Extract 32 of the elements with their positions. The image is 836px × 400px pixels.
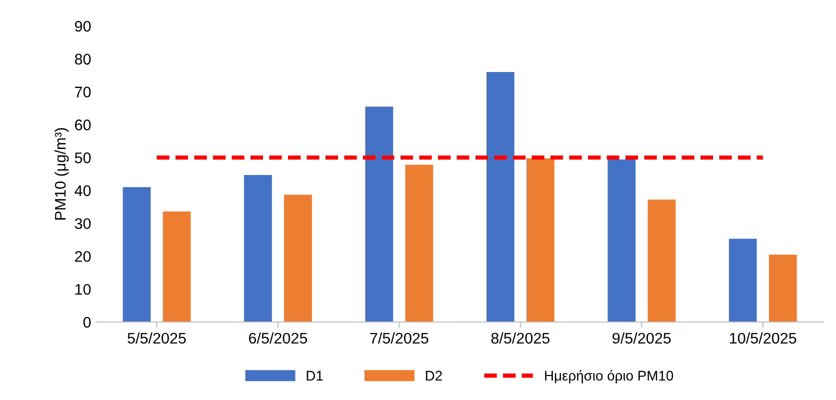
legend-label: D1	[306, 370, 323, 380]
y-tick-label: 40	[74, 185, 91, 196]
bar	[122, 187, 151, 322]
y-tick-label: 20	[75, 251, 91, 262]
x-tick-label: 8/5/2025	[491, 332, 550, 344]
bar	[365, 106, 394, 322]
bar	[648, 200, 676, 322]
x-tick-label: 5/5/2025	[128, 332, 186, 344]
y-tick-label: 80	[74, 54, 91, 65]
bar	[768, 254, 797, 322]
y-tick-label: 50	[74, 152, 91, 164]
y-axis-title: PM10 (μg/m³)	[54, 128, 69, 220]
legend-label: D2	[426, 370, 442, 380]
bar	[526, 158, 554, 322]
bar	[608, 160, 636, 322]
x-tick-label: 10/5/2025	[730, 332, 796, 344]
bar	[728, 238, 757, 322]
bar	[162, 211, 191, 322]
y-tick-label: 30	[74, 218, 91, 230]
bar	[284, 194, 312, 322]
y-tick-label: 70	[75, 86, 91, 98]
y-tick-label: 10	[75, 284, 91, 295]
bar	[244, 174, 272, 322]
y-tick-label: 60	[75, 120, 91, 130]
bar	[405, 164, 434, 322]
y-tick-label: 90	[75, 20, 91, 32]
x-tick-label: 7/5/2025	[370, 332, 428, 344]
legend-label: Ημερήσιο όριο PM10	[545, 370, 674, 384]
x-tick-label: 9/5/2025	[612, 332, 671, 344]
x-tick-label: 6/5/2025	[249, 332, 308, 344]
y-tick-label: 0	[83, 316, 91, 328]
bar	[486, 72, 514, 322]
